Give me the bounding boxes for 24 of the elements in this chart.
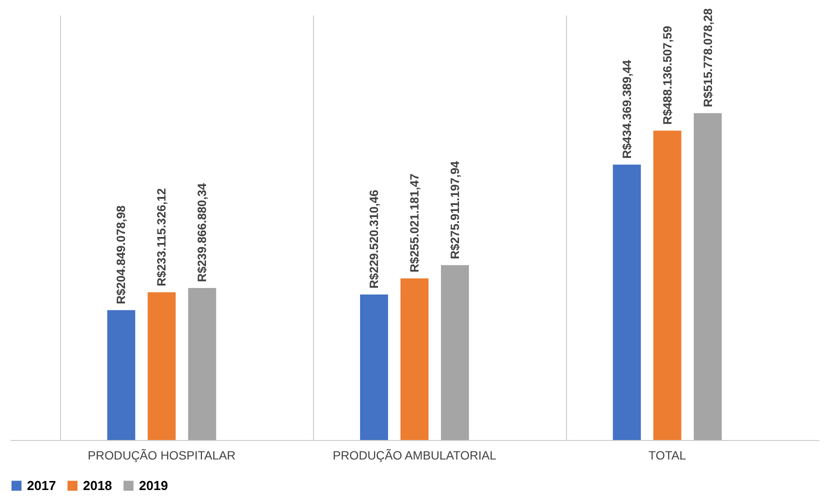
legend-label: 2019: [139, 478, 168, 493]
data-label: R$488.136.507,59: [660, 26, 674, 125]
x-tick-label: TOTAL: [648, 448, 686, 462]
data-label: R$204.849.078,98: [114, 205, 128, 304]
legend-label: 2017: [27, 478, 56, 493]
bar: [360, 294, 388, 440]
bar: [694, 113, 722, 440]
bar: [612, 164, 641, 440]
x-tick-label: PRODUÇÃO AMBULATORIAL: [332, 448, 497, 462]
data-label: R$255.021.181,47: [408, 173, 422, 272]
bar: [188, 288, 216, 440]
bar: [148, 292, 176, 440]
bar: [400, 278, 428, 440]
x-tick-label: PRODUÇÃO HOSPITALAR: [88, 448, 236, 462]
data-label: R$515.778.078,28: [700, 8, 715, 108]
bar: [653, 130, 682, 440]
data-label: R$275.911.197,94: [448, 160, 462, 260]
legend-label: 2018: [83, 478, 112, 493]
bar: [107, 310, 136, 440]
data-label: R$239.866.880,34: [195, 182, 210, 282]
data-label: R$229.520.310,46: [367, 189, 382, 289]
data-label: R$434.369.389,44: [620, 60, 634, 159]
data-label: R$233.115.326,12: [154, 188, 169, 286]
bar: [440, 265, 469, 440]
